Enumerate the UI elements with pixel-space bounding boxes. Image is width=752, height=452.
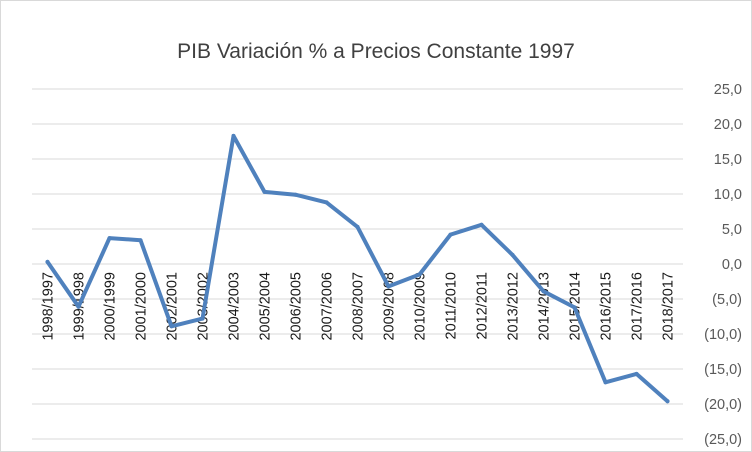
- data-point: [665, 399, 670, 404]
- data-point: [231, 133, 236, 138]
- x-tick-label: 2007/2006: [320, 272, 336, 341]
- x-tick-label: 1998/1997: [41, 272, 57, 341]
- data-point: [572, 305, 577, 310]
- data-point: [324, 200, 329, 205]
- x-tick-label: 2014/2013: [537, 272, 553, 341]
- y-tick-label: (5,0): [712, 292, 742, 308]
- y-tick-label: 25,0: [714, 82, 742, 98]
- x-tick-label: 2010/2009: [413, 272, 429, 341]
- y-tick-label: 10,0: [714, 187, 742, 203]
- y-tick-label: 15,0: [714, 152, 742, 168]
- series-group: [45, 133, 670, 404]
- data-point: [293, 192, 298, 197]
- x-tick-label: 2002/2001: [165, 272, 181, 341]
- data-point: [510, 252, 515, 257]
- data-point: [107, 236, 112, 241]
- data-point: [138, 238, 143, 243]
- x-tick-label: 2017/2016: [630, 272, 646, 341]
- data-point: [169, 324, 174, 329]
- data-point: [76, 304, 81, 309]
- data-point: [634, 371, 639, 376]
- y-tick-label: (10,0): [704, 327, 742, 343]
- chart-title: PIB Variación % a Precios Constante 1997: [177, 40, 575, 63]
- data-point: [200, 316, 205, 321]
- data-point: [541, 289, 546, 294]
- data-point: [479, 222, 484, 227]
- y-tick-label: (25,0): [704, 432, 742, 448]
- y-axis: 25,0 20,0 15,0 10,0 5,0 0,0 (5,0) (10,0) (15,0) (…: [704, 82, 742, 448]
- x-axis: 1998/19971999/19982000/19992001/20002002…: [41, 272, 677, 341]
- y-tick-label: 0,0: [722, 257, 742, 273]
- x-tick-label: 2008/2007: [351, 272, 367, 341]
- data-point: [417, 272, 422, 277]
- data-point: [45, 259, 50, 264]
- x-tick-label: 2001/2000: [134, 272, 150, 341]
- x-tick-label: 2000/1999: [103, 272, 119, 341]
- data-point: [262, 189, 267, 194]
- x-tick-label: 2012/2011: [475, 272, 491, 339]
- x-tick-label: 2011/2010: [444, 272, 460, 339]
- y-tick-label: 5,0: [722, 222, 742, 238]
- y-tick-label: (20,0): [704, 397, 742, 413]
- x-tick-label: 2004/2003: [227, 272, 243, 341]
- y-tick-label: (15,0): [704, 362, 742, 378]
- x-tick-label: 2005/2004: [258, 272, 274, 341]
- y-tick-label: 20,0: [714, 117, 742, 133]
- x-tick-label: 2006/2005: [289, 272, 305, 341]
- x-tick-label: 2013/2012: [506, 272, 522, 341]
- data-point: [603, 380, 608, 385]
- data-point: [386, 284, 391, 289]
- data-point: [448, 232, 453, 237]
- x-tick-label: 2016/2015: [599, 272, 615, 341]
- data-point: [355, 224, 360, 229]
- series-line: [45, 133, 670, 404]
- gridlines: [32, 88, 683, 440]
- x-tick-label: 2018/2017: [661, 272, 677, 341]
- x-tick-label: 2009/2008: [382, 272, 398, 341]
